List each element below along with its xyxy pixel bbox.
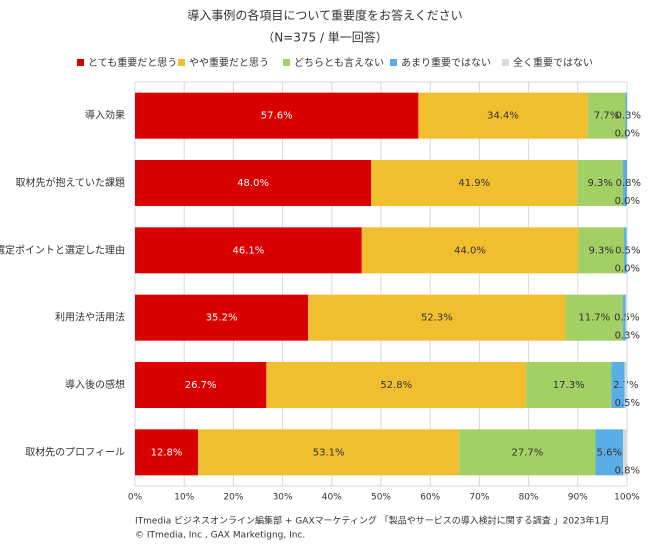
data-label: 9.3% bbox=[588, 245, 613, 256]
bar-segment bbox=[578, 227, 625, 274]
bar-segment bbox=[624, 227, 627, 274]
data-label: 35.2% bbox=[206, 313, 238, 324]
legend-swatch bbox=[77, 59, 84, 66]
y-tick-label: 取材先が抱えていた課題 bbox=[16, 176, 126, 189]
data-label: 34.4% bbox=[487, 111, 519, 122]
bar-segment bbox=[418, 92, 588, 139]
legend-swatch bbox=[283, 59, 290, 66]
footnote: © ITmedia, Inc , GAX Marketigng, Inc. bbox=[135, 531, 305, 541]
data-label: 0.5% bbox=[615, 398, 640, 409]
data-label: 0.3% bbox=[615, 331, 640, 342]
data-label: 0.0% bbox=[615, 263, 640, 274]
y-tick-label: 取材先のプロフィール bbox=[25, 445, 125, 458]
chart-title: 導入事例の各項目について重要度をお答えください bbox=[187, 8, 462, 23]
x-tick-label: 60% bbox=[420, 493, 440, 503]
bar-segment bbox=[197, 429, 460, 476]
chart-subtitle: （N=375 / 単一回答） bbox=[262, 30, 388, 45]
bar-segment bbox=[308, 294, 566, 341]
bar-segment bbox=[135, 160, 372, 206]
bar-segment bbox=[266, 362, 527, 408]
data-label: 0.0% bbox=[615, 129, 640, 140]
data-label: 11.7% bbox=[578, 313, 610, 324]
data-label: 7.7% bbox=[594, 111, 619, 122]
data-label: 52.8% bbox=[380, 380, 412, 391]
bar-segment bbox=[611, 362, 625, 408]
bar-segment bbox=[371, 160, 578, 206]
legend-label: 全く重要ではない bbox=[513, 56, 593, 69]
x-tick-label: 100% bbox=[614, 493, 640, 503]
bar-segment bbox=[565, 294, 624, 341]
data-label: 26.7% bbox=[185, 380, 217, 391]
x-tick-label: 10% bbox=[174, 493, 194, 503]
x-tick-label: 50% bbox=[371, 493, 391, 503]
data-label: 9.3% bbox=[587, 178, 612, 189]
data-label: 52.3% bbox=[421, 313, 453, 324]
x-tick-label: 20% bbox=[223, 493, 243, 503]
data-label: 57.6% bbox=[261, 111, 293, 122]
data-label: 17.3% bbox=[553, 380, 585, 391]
bar-segment bbox=[135, 362, 267, 408]
legend-swatch bbox=[390, 59, 397, 66]
bar-segment bbox=[361, 227, 579, 274]
bar-segment bbox=[587, 92, 626, 139]
legend-label: あまり重要ではない bbox=[401, 56, 491, 69]
legend-swatch bbox=[178, 59, 185, 66]
bar-segment bbox=[625, 294, 627, 341]
data-label: 44.0% bbox=[454, 245, 486, 256]
x-tick-label: 90% bbox=[568, 493, 588, 503]
legend-label: どちらとも言えない bbox=[294, 56, 384, 69]
bar-segment bbox=[595, 429, 624, 476]
bar-segment bbox=[623, 429, 627, 476]
data-label: 48.0% bbox=[237, 178, 269, 189]
y-tick-label: 導入効果 bbox=[85, 109, 125, 122]
data-label: 0.8% bbox=[615, 465, 640, 476]
data-label: 0.3% bbox=[616, 111, 641, 122]
bar-segment bbox=[135, 227, 362, 274]
x-tick-label: 80% bbox=[519, 493, 539, 503]
x-tick-label: 0% bbox=[128, 493, 143, 503]
data-label: 46.1% bbox=[233, 245, 265, 256]
y-tick-label: 利用法や活用法 bbox=[55, 311, 125, 324]
bar-segment bbox=[624, 362, 627, 408]
data-label: 41.9% bbox=[458, 178, 490, 189]
legend-swatch bbox=[502, 59, 509, 66]
data-label: 0.0% bbox=[615, 196, 640, 207]
data-label: 12.8% bbox=[151, 447, 183, 458]
bar-segment bbox=[623, 160, 627, 206]
bar-segment bbox=[577, 160, 624, 206]
footnote: ITmedia ビジネスオンライン編集部 + GAXマーケティング 「製品やサー… bbox=[135, 515, 609, 527]
bar-segment bbox=[625, 92, 627, 139]
x-tick-label: 70% bbox=[469, 493, 489, 503]
y-tick-label: 導入後の感想 bbox=[65, 378, 125, 391]
legend-label: とても重要だと思う bbox=[88, 56, 177, 69]
legend-label: やや重要だと思う bbox=[189, 56, 269, 69]
data-label: 53.1% bbox=[313, 447, 345, 458]
bar-segment bbox=[459, 429, 596, 476]
x-tick-label: 30% bbox=[273, 493, 293, 503]
bar-segment bbox=[135, 294, 309, 341]
bar-segment bbox=[526, 362, 612, 408]
data-label: 0.5% bbox=[615, 245, 640, 256]
x-tick-label: 40% bbox=[322, 493, 342, 503]
data-label: 5.6% bbox=[597, 447, 622, 458]
data-label: 27.7% bbox=[511, 447, 543, 458]
bar-segment bbox=[135, 429, 198, 476]
bar-segment bbox=[135, 92, 419, 139]
data-label: 0.8% bbox=[616, 178, 641, 189]
y-tick-label: 選定ポイントと選定した理由 bbox=[0, 243, 125, 256]
bar-segment bbox=[623, 294, 626, 341]
